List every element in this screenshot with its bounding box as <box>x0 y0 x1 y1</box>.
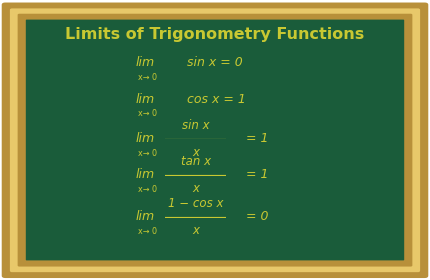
Text: = 1: = 1 <box>246 169 269 181</box>
Text: lim: lim <box>135 169 154 181</box>
Text: Limits of Trigonometry Functions: Limits of Trigonometry Functions <box>65 27 365 42</box>
Text: x→ 0: x→ 0 <box>138 149 157 158</box>
Text: = 1: = 1 <box>246 132 269 145</box>
Text: lim: lim <box>135 57 154 69</box>
Text: x: x <box>192 146 199 158</box>
Text: x→ 0: x→ 0 <box>138 185 157 194</box>
Text: 1 − cos x: 1 − cos x <box>168 197 224 210</box>
Text: x→ 0: x→ 0 <box>138 73 157 82</box>
Text: sin x = 0: sin x = 0 <box>187 57 243 69</box>
Text: x: x <box>192 224 199 237</box>
Text: lim: lim <box>135 211 154 223</box>
Text: lim: lim <box>135 132 154 145</box>
Text: x→ 0: x→ 0 <box>138 109 157 118</box>
Text: lim: lim <box>135 93 154 106</box>
Text: cos x = 1: cos x = 1 <box>187 93 246 106</box>
Text: x: x <box>192 182 199 195</box>
Text: tan x: tan x <box>181 155 211 168</box>
Text: x→ 0: x→ 0 <box>138 227 157 236</box>
Text: sin x: sin x <box>182 119 209 132</box>
Text: = 0: = 0 <box>246 211 269 223</box>
